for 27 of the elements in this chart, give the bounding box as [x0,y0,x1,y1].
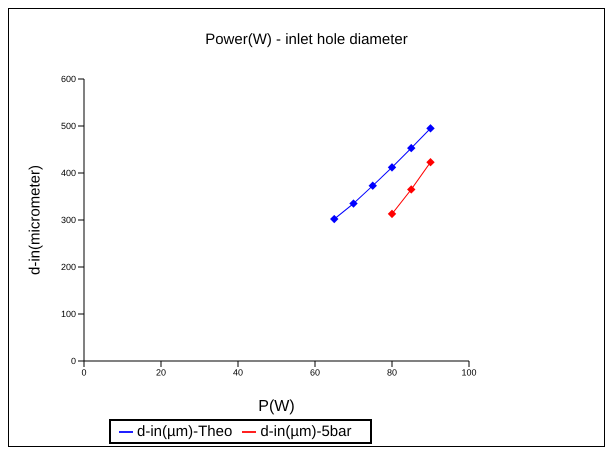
x-tick-label: 40 [232,367,244,378]
legend-label: d-in(µm)-Theo [137,423,232,440]
x-tick-label: 80 [386,367,398,378]
x-tick-label: 0 [81,367,87,378]
x-axis-title: P(W) [258,398,295,415]
y-tick-label: 200 [60,262,76,272]
point [407,144,416,152]
point [388,210,396,218]
y-tick-label: 500 [60,121,76,132]
point [368,182,377,190]
point [426,124,434,132]
point [426,158,434,166]
y-tick-label: 600 [60,74,76,84]
y-tick-label: 400 [60,168,76,178]
y-tick-label: 0 [70,356,76,366]
x-tick-label: 100 [461,367,477,378]
y-axis-title: d-in(micrometer) [26,164,44,276]
point [350,200,358,208]
x-tick-label: 60 [310,367,320,378]
x-tick-label: 20 [156,367,166,378]
legend-label: d-in(µm)-5bar [260,423,352,440]
point [407,185,416,194]
chart-title: Power(W) - inlet hole diameter [204,31,409,48]
y-tick-label: 300 [60,215,76,226]
point [330,215,338,224]
point [388,163,396,172]
y-tick-label: 100 [60,309,76,320]
